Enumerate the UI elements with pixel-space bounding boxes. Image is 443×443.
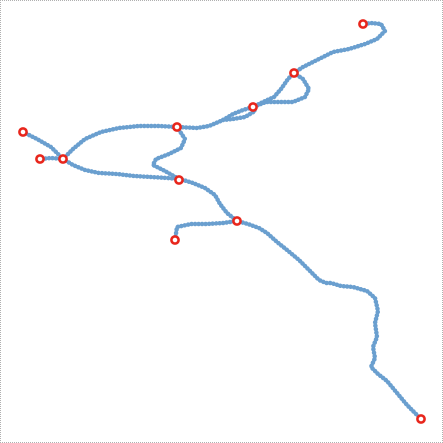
node-west-junction[interactable] [58,154,68,164]
node-bypass-junction[interactable] [248,102,258,112]
route-main-trunk [37,155,424,422]
route-south-spur [172,218,240,243]
node-loop-junction[interactable] [172,122,182,132]
node-center-junction[interactable] [174,175,184,185]
route-northwest-spur [20,129,66,162]
node-south-junction[interactable] [232,216,242,226]
route-east-bypass [250,70,312,110]
node-southeast-end[interactable] [416,414,426,424]
node-layer [18,19,426,424]
node-northeast-end[interactable] [358,19,368,29]
node-upper-junction[interactable] [289,68,299,78]
node-south-spur-end[interactable] [170,235,180,245]
route-upper-loop [60,70,297,162]
route-northeast [291,20,388,76]
route-inner-loop [150,124,188,182]
node-northwest-end[interactable] [18,127,28,137]
node-west-end[interactable] [35,154,45,164]
route-upper-loop-underlay [61,71,296,161]
track-layer [20,20,424,422]
